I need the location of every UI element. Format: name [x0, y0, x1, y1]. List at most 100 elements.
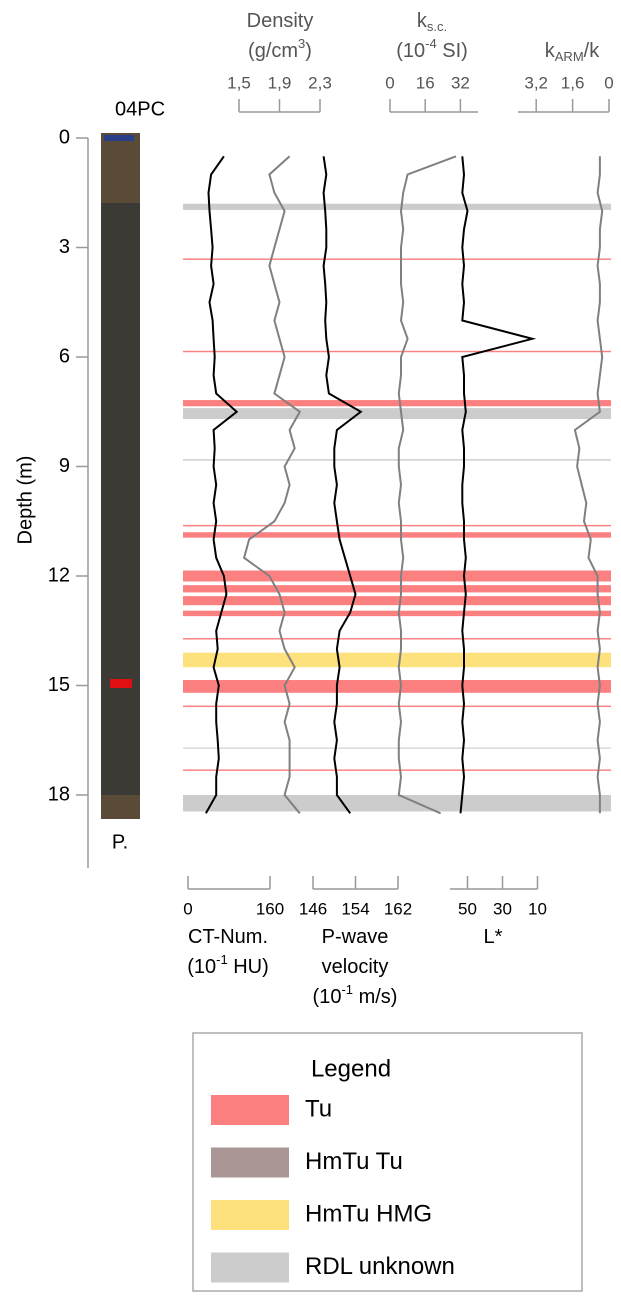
y-tick-label: 0: [59, 126, 70, 148]
legend-swatch: [211, 1147, 289, 1178]
legend-swatch: [211, 1252, 289, 1283]
core-label: 04PC: [115, 98, 165, 120]
interval-band: [183, 258, 611, 260]
log-curve: [322, 156, 363, 814]
interval-band: [183, 585, 611, 593]
superscript: -4: [425, 36, 437, 51]
x-tick-label: 32: [451, 73, 470, 92]
legend-label: HmTu HMG: [305, 1200, 432, 1227]
x-tick-label: 0: [385, 73, 394, 92]
title-part: (10: [187, 956, 216, 978]
title-part: P-wave: [322, 926, 389, 948]
interval-band: [183, 408, 611, 420]
legend-title: Legend: [311, 1055, 391, 1082]
title-part: CT-Num.: [188, 926, 268, 948]
interval-band: [183, 652, 611, 668]
legend-swatch: [211, 1200, 289, 1230]
interval-band: [183, 459, 611, 461]
track-title: (10-1 m/s): [313, 982, 398, 1008]
interval-band: [183, 610, 611, 617]
interval-band: [183, 350, 611, 353]
track-title: (10-4 SI): [396, 36, 468, 62]
title-part: L*: [484, 926, 503, 948]
x-tick-label: 146: [299, 899, 327, 918]
x-tick-label: 0: [604, 73, 613, 92]
x-tick-label: 30: [493, 899, 512, 918]
core-image-top: [101, 133, 140, 203]
interval-band: [183, 680, 611, 693]
track-title: P-wave: [322, 926, 389, 948]
interval-band: [183, 524, 611, 527]
interval-band: [183, 795, 611, 812]
interval-band: [183, 532, 611, 538]
y-tick-label: 12: [48, 564, 70, 586]
title-part: (g/cm: [248, 40, 298, 62]
interval-band: [183, 638, 611, 640]
interval-band: [183, 203, 611, 210]
legend-label: HmTu Tu: [305, 1148, 403, 1175]
track-title: (10-1 HU): [187, 952, 269, 978]
legend-box: [192, 1032, 583, 1292]
track-title: Density: [247, 10, 314, 32]
legend-label: RDL unknown: [305, 1253, 455, 1280]
title-part: velocity: [322, 956, 389, 978]
title-part: SI): [437, 40, 468, 62]
log-curve: [459, 156, 537, 814]
y-tick-label: 18: [48, 783, 70, 805]
interval-band: [183, 705, 611, 708]
core-image-bottom: [101, 795, 140, 819]
x-tick-label: 160: [256, 899, 284, 918]
x-tick-label: 1,6: [561, 73, 585, 92]
superscript: -1: [341, 982, 353, 997]
core-section-label: P.: [112, 831, 128, 853]
title-part: /k: [584, 40, 601, 62]
title-part: HU): [228, 956, 269, 978]
title-part: (10: [313, 986, 342, 1008]
y-tick-label: 3: [59, 236, 70, 258]
legend-label: Tu: [305, 1095, 332, 1122]
log-curve: [573, 156, 604, 814]
interval-band: [183, 596, 611, 606]
title-part: k: [417, 10, 428, 32]
title-part: ): [305, 40, 312, 62]
track-title: (g/cm3): [248, 36, 312, 62]
core-image-red-spot: [110, 679, 132, 688]
core-image: [101, 133, 140, 819]
interval-band: [183, 400, 611, 407]
x-tick-label: 3,2: [524, 73, 548, 92]
superscript: -1: [216, 952, 228, 967]
legend-swatch: [211, 1095, 289, 1125]
log-curve: [205, 155, 239, 814]
log-curve: [242, 155, 302, 814]
subscript: ARM: [555, 49, 584, 64]
x-tick-label: 10: [528, 899, 547, 918]
x-tick-label: 0: [183, 899, 192, 918]
interval-band: [183, 769, 611, 771]
title-part: m/s): [353, 986, 397, 1008]
track-title: ks.c.: [417, 10, 447, 34]
track-title: L*: [484, 926, 503, 948]
x-tick-label: 50: [458, 899, 477, 918]
track-title: velocity: [322, 956, 389, 978]
x-tick-label: 2,3: [308, 73, 332, 92]
x-tick-label: 154: [341, 899, 369, 918]
track-title: kARM/k: [545, 40, 600, 64]
title-part: (10: [396, 40, 425, 62]
y-axis-label: Depth (m): [14, 456, 36, 545]
x-tick-label: 1,5: [227, 73, 251, 92]
log-curve: [397, 155, 457, 815]
track-title: CT-Num.: [188, 926, 268, 948]
subscript: s.c.: [427, 19, 447, 34]
interval-band: [183, 747, 611, 749]
y-tick-label: 9: [59, 455, 70, 477]
core-image-cap: [104, 135, 134, 141]
interval-band: [183, 570, 611, 582]
title-part: k: [545, 40, 556, 62]
x-tick-label: 162: [384, 899, 412, 918]
superscript: 3: [298, 36, 305, 51]
x-tick-label: 1,9: [268, 73, 292, 92]
x-tick-label: 16: [416, 73, 435, 92]
title-part: Density: [247, 10, 314, 32]
y-tick-label: 15: [48, 674, 70, 696]
